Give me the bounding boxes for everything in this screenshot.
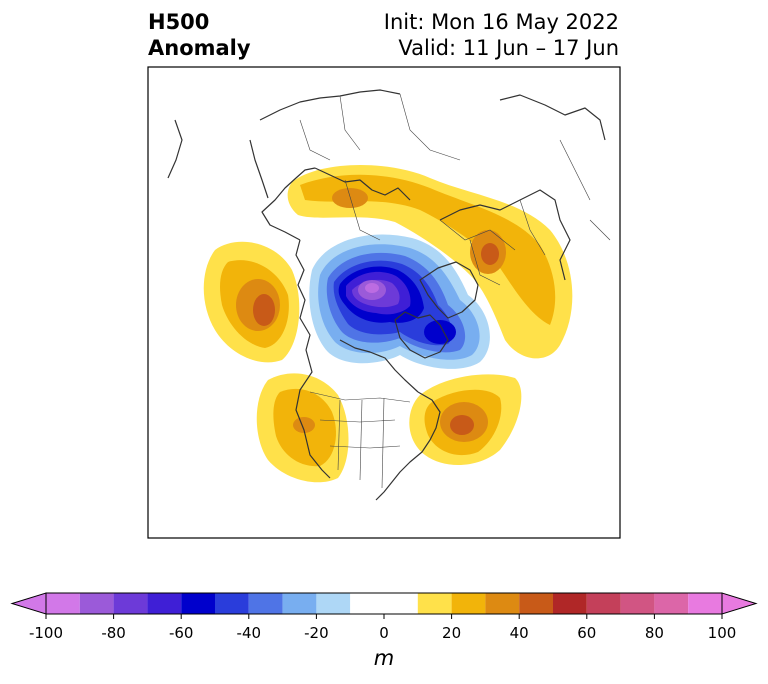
colorbar-cells [10, 592, 758, 615]
init-date: Init: Mon 16 May 2022 [383, 10, 619, 34]
title-variable: H500 [148, 10, 210, 34]
anomaly-map [147, 66, 621, 539]
colorbar-extend-low [10, 592, 47, 615]
title-field: Anomaly [148, 36, 251, 60]
colorbar-tick-label: 0 [379, 624, 389, 642]
colorbar-tick-label: 40 [510, 624, 529, 642]
colorbar-cell [586, 593, 621, 614]
colorbar-cell [688, 593, 722, 614]
colorbar-tick-label: -100 [29, 624, 63, 642]
colorbar-unit: m [373, 646, 395, 670]
colorbar-tick-label: -40 [237, 624, 262, 642]
colorbar-cell [417, 593, 452, 614]
colorbar-cell [46, 593, 80, 614]
colorbar-extend-high [721, 592, 758, 615]
colorbar-tick-label: 100 [708, 624, 737, 642]
borders [299, 93, 611, 489]
colorbar-cell [181, 593, 215, 614]
colorbar-cell [316, 593, 351, 614]
colorbar-cell [147, 593, 182, 614]
map-frame [147, 66, 621, 539]
colorbar-cell [350, 593, 418, 614]
colorbar-cell [553, 593, 587, 614]
colorbar-tick-label: -20 [304, 624, 329, 642]
colorbar-cell [654, 593, 689, 614]
colorbar-cell [248, 593, 283, 614]
colorbar-tick-label: 80 [645, 624, 664, 642]
colorbar-cell [620, 593, 655, 614]
colorbar-cell [485, 593, 520, 614]
colorbar-tick-label: -80 [101, 624, 126, 642]
colorbar-tick-label: 20 [442, 624, 461, 642]
map-dates: Init: Mon 16 May 2022 Valid: 11 Jun – 17… [384, 9, 619, 61]
colorbar-tick-label: 60 [577, 624, 596, 642]
colorbar-ticks: -100 -80 -60 -40 -20 0 20 40 60 80 100 [29, 614, 736, 642]
coastlines [167, 89, 606, 501]
colorbar-cell [113, 593, 148, 614]
colorbar-cell [451, 593, 486, 614]
valid-range: Valid: 11 Jun – 17 Jun [398, 36, 619, 60]
anomaly-fill [203, 164, 573, 483]
colorbar-cell [282, 593, 317, 614]
colorbar-cell [215, 593, 249, 614]
map-title: H500 Anomaly [148, 9, 251, 61]
colorbar-cell [519, 593, 553, 614]
colorbar-tick-label: -60 [169, 624, 194, 642]
colorbar-cell [79, 593, 114, 614]
